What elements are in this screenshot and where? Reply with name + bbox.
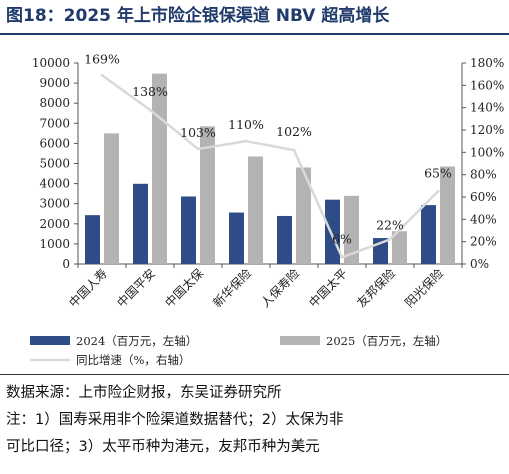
- bar-2025: [200, 126, 215, 264]
- left-tick-label: 2000: [39, 217, 70, 231]
- growth-rate-point: [100, 73, 104, 77]
- notes-block: 数据来源：上市险企财报，东吴证券研究所 注：1）国寿采用非个险渠道数据替代；2）…: [6, 380, 506, 461]
- bar-2025: [248, 156, 263, 264]
- growth-rate-point: [244, 139, 248, 143]
- left-tick-label: 5000: [39, 157, 70, 171]
- source-note: 数据来源：上市险企财报，东吴证券研究所: [6, 385, 282, 401]
- left-tick-label: 4000: [39, 177, 70, 191]
- bar-2025: [440, 166, 455, 264]
- growth-rate-point: [292, 148, 296, 152]
- bar-2025: [104, 133, 119, 264]
- left-tick-label: 0: [62, 257, 70, 271]
- left-tick-label: 3000: [39, 197, 70, 211]
- left-tick-label: 10000: [32, 56, 70, 70]
- bar-2024: [85, 215, 100, 264]
- right-tick-label: 180%: [470, 56, 504, 70]
- left-tick-label: 9000: [39, 76, 70, 90]
- right-tick-label: 80%: [470, 168, 497, 182]
- growth-rate-line: [101, 74, 439, 259]
- right-tick-label: 120%: [470, 123, 504, 137]
- left-tick-label: 7000: [39, 116, 70, 130]
- growth-rate-point: [340, 255, 344, 259]
- category-label: 新华保险: [210, 266, 255, 311]
- bar-2024: [133, 183, 148, 264]
- growth-rate-point: [436, 189, 440, 193]
- legend-label-growth: 同比增速（%，右轴）: [76, 353, 190, 367]
- left-tick-label: 1000: [39, 237, 70, 251]
- right-tick-label: 20%: [470, 235, 497, 249]
- bar-line-chart: 0 1000 2000 3000 4000 5000 6000 7000 8000 9000 100…: [30, 51, 504, 367]
- bar-2024: [277, 215, 292, 264]
- growth-rate-point: [388, 237, 392, 241]
- figure-title: 图18：2025 年上市险企银保渠道 NBV 超高增长: [6, 6, 390, 26]
- category-label: 中国太保: [162, 266, 207, 311]
- footnote-line-1: 注：1）国寿采用非个险渠道数据替代；2）太保为非: [6, 412, 344, 428]
- right-tick-label: 40%: [470, 212, 497, 226]
- category-label: 中国人寿: [66, 266, 111, 311]
- growth-data-label: 22%: [376, 217, 404, 232]
- left-tick-label: 8000: [39, 96, 70, 110]
- right-tick-label: 140%: [470, 101, 504, 115]
- growth-data-label: 65%: [424, 165, 452, 180]
- legend-label-2024: 2024（百万元，左轴）: [76, 334, 197, 348]
- bar-2024: [229, 212, 244, 264]
- right-tick-label: 100%: [470, 145, 504, 159]
- growth-data-label: 103%: [180, 125, 216, 140]
- category-label: 中国太平: [306, 266, 351, 311]
- right-tick-label: 60%: [470, 190, 497, 204]
- bar-2024: [421, 205, 436, 264]
- growth-data-label: 6%: [332, 231, 352, 246]
- growth-rate-point: [196, 147, 200, 151]
- legend-swatch-2025: [280, 336, 320, 345]
- right-tick-label: 0%: [470, 257, 489, 271]
- category-label: 友邦保险: [354, 266, 399, 311]
- legend-swatch-2024: [30, 336, 70, 345]
- notes-divider: [0, 374, 509, 375]
- growth-data-label: 138%: [132, 84, 168, 99]
- left-tick-label: 6000: [39, 136, 70, 150]
- category-label: 人保寿险: [258, 266, 303, 311]
- bar-2025: [152, 73, 167, 264]
- bar-2025: [344, 195, 359, 264]
- title-divider: [0, 33, 509, 35]
- growth-rate-point: [148, 108, 152, 112]
- growth-data-label: 169%: [84, 51, 120, 66]
- growth-data-label: 110%: [228, 117, 264, 132]
- legend-label-2025: 2025（百万元，左轴）: [326, 334, 447, 348]
- bar-2025: [392, 231, 407, 264]
- bar-2024: [325, 199, 340, 264]
- right-tick-label: 160%: [470, 78, 504, 92]
- footnote-line-2: 可比口径；3）太平币种为港元，友邦币种为美元: [6, 439, 320, 455]
- bar-2025: [296, 167, 311, 264]
- category-label: 中国平安: [114, 266, 159, 311]
- growth-data-label: 102%: [276, 124, 312, 139]
- category-label: 阳光保险: [402, 266, 447, 311]
- bar-2024: [181, 196, 196, 264]
